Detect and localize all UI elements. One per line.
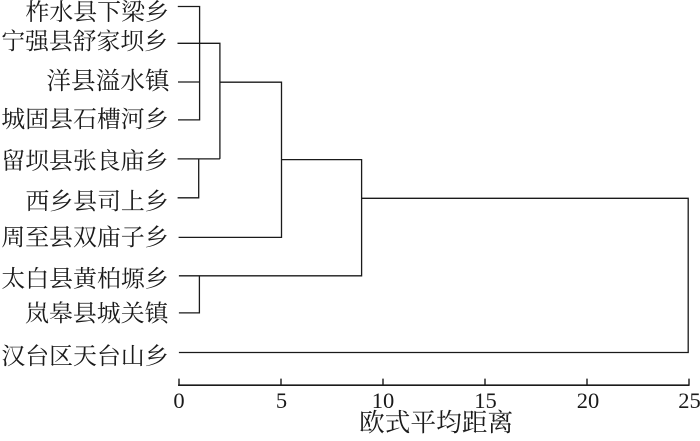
svg-text:15: 15	[474, 388, 497, 413]
svg-text:25: 25	[678, 388, 700, 413]
svg-text:20: 20	[577, 388, 600, 413]
svg-text:5: 5	[276, 388, 287, 413]
svg-text:10: 10	[372, 388, 395, 413]
svg-text:0: 0	[173, 388, 184, 413]
